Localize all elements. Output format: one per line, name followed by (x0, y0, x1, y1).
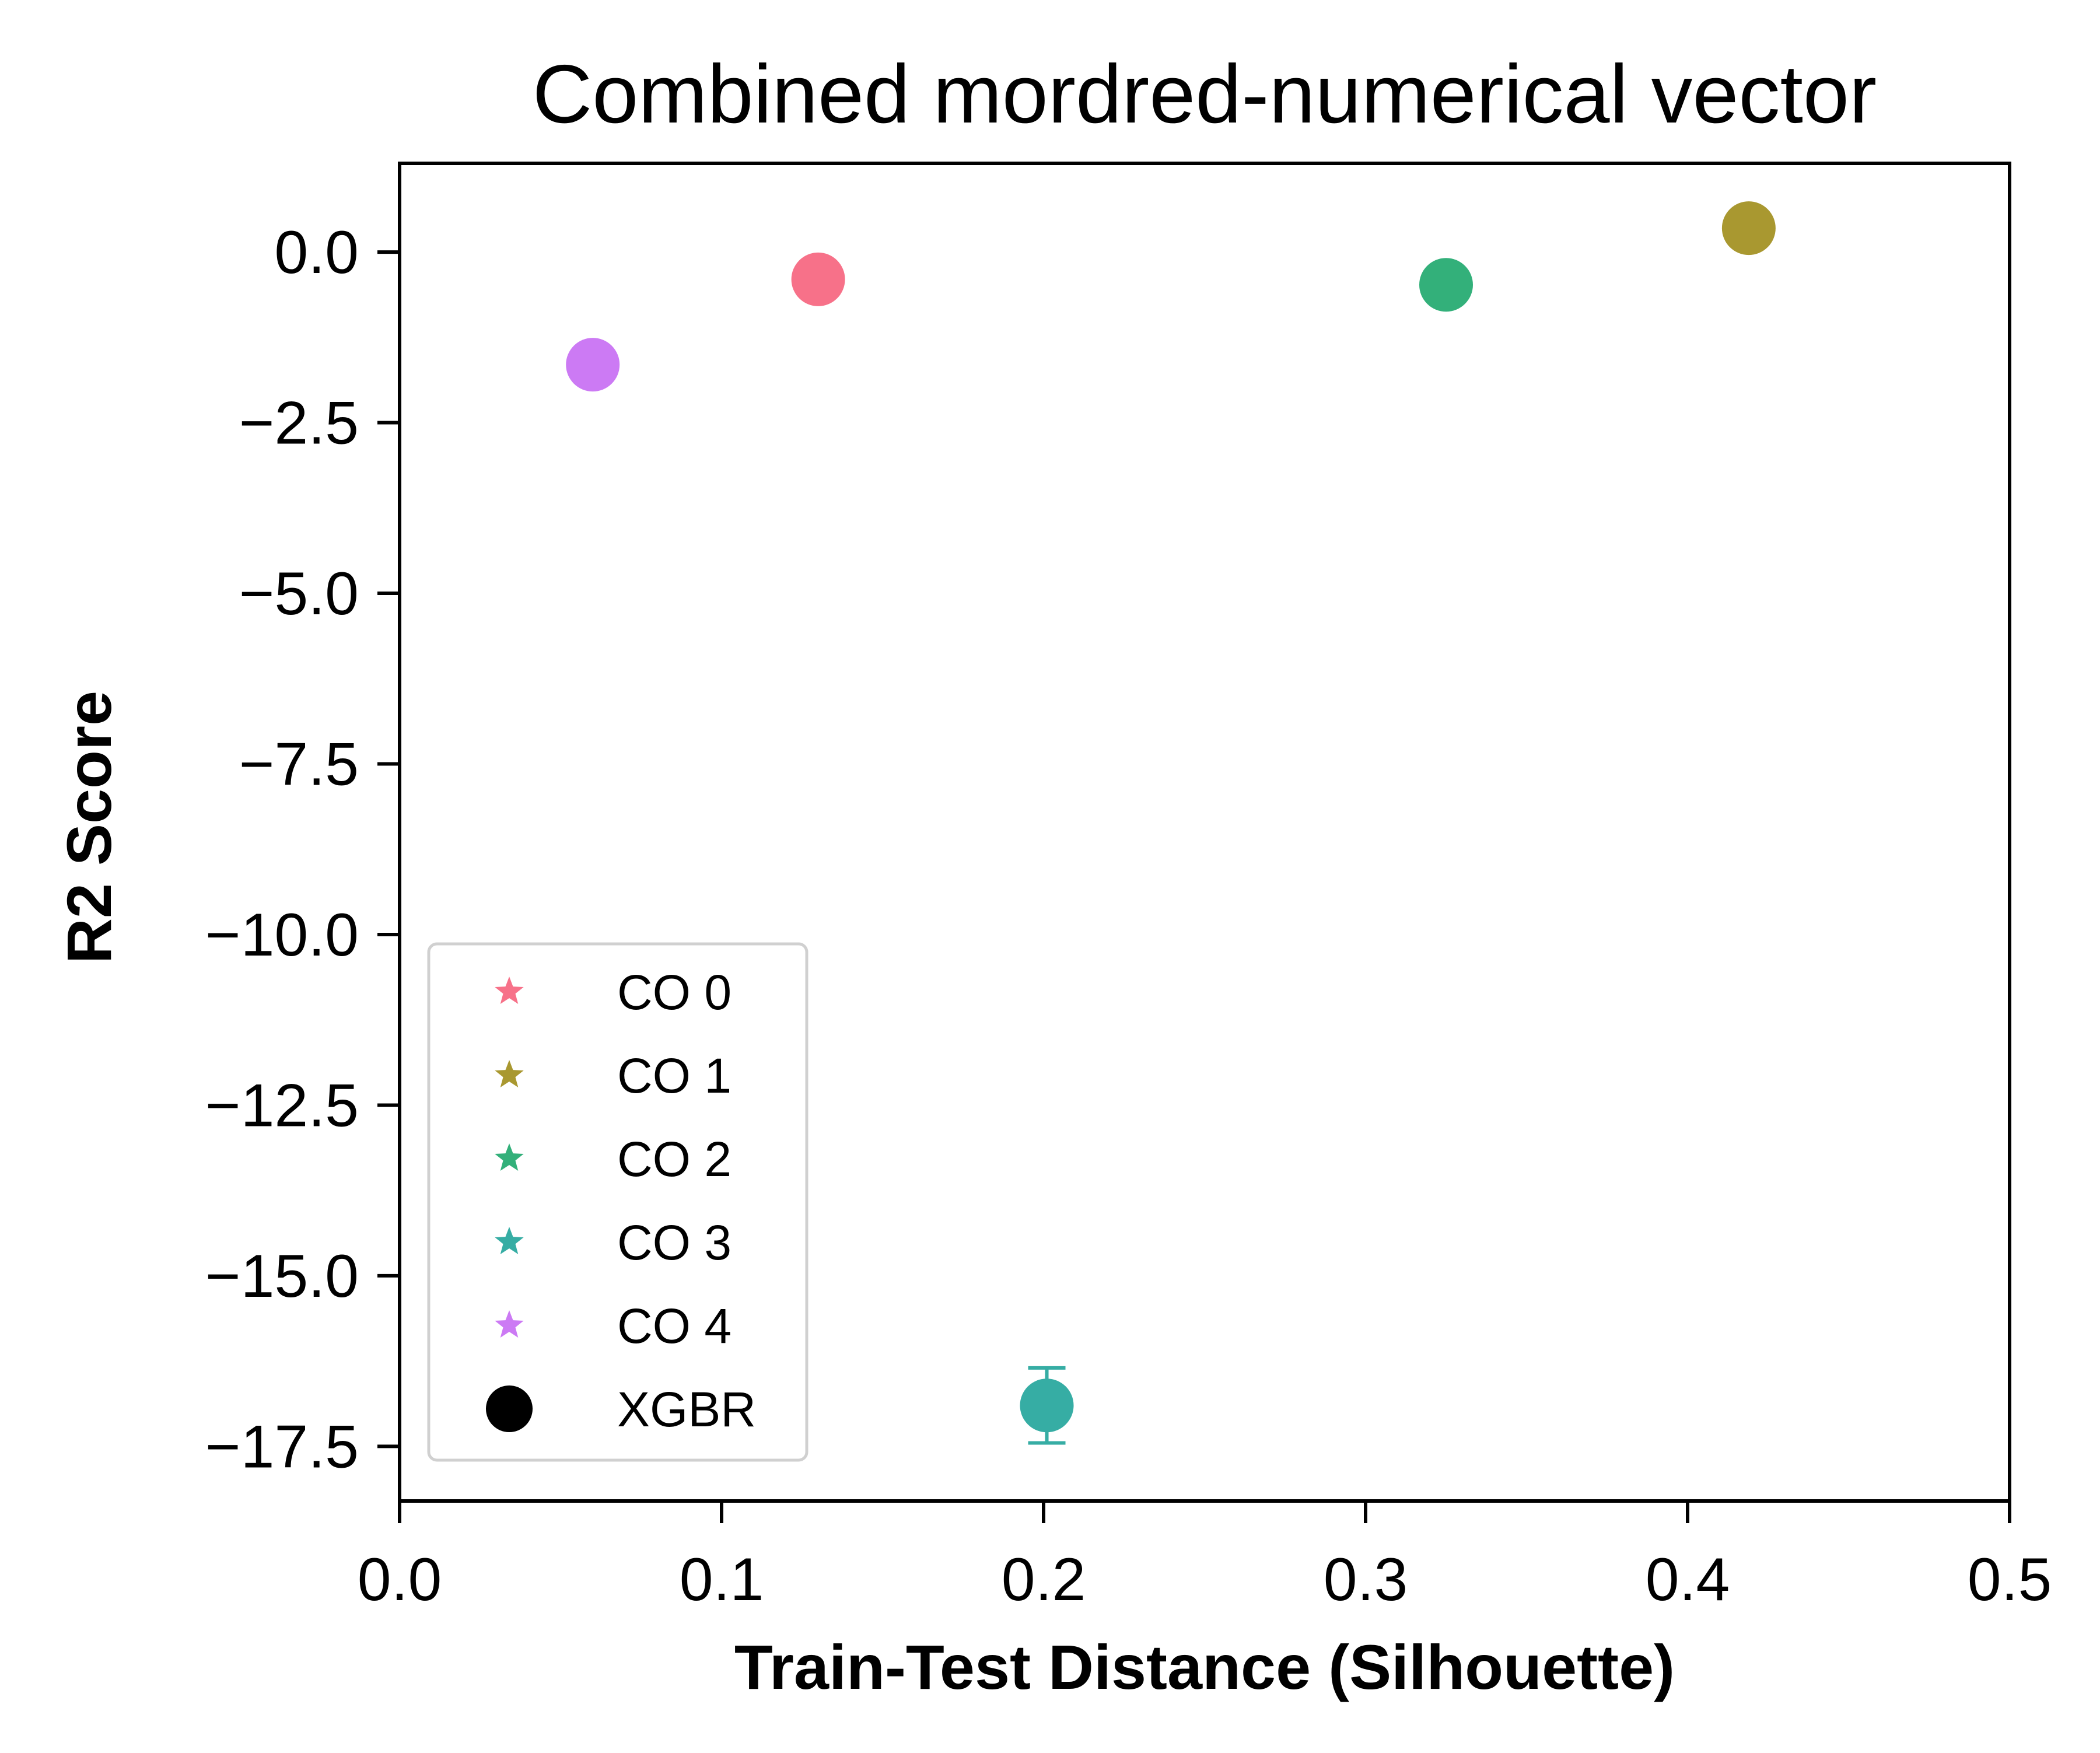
legend-star-icon (495, 1310, 524, 1338)
data-point (1721, 201, 1776, 256)
y-tick-label: −7.5 (239, 731, 359, 799)
x-tick-label: 0.4 (1646, 1546, 1730, 1614)
data-point (566, 338, 620, 392)
y-tick-label: 0.0 (274, 219, 359, 286)
y-tick-label: −17.5 (205, 1413, 359, 1481)
data-point (1020, 1378, 1074, 1433)
x-tick-label: 0.5 (1968, 1546, 2052, 1614)
plot-area: 0.0 0.1 0.2 0.3 0.4 0.5 0.0 −2.5 −5.0 −7.5 −10.0 −1… (205, 162, 2052, 1614)
x-axis-label: Train-Test Distance (Silhouette) (734, 1632, 1675, 1702)
y-axis-label: R2 Score (54, 691, 124, 964)
legend-label: CO 3 (617, 1215, 732, 1270)
legend-circle-icon (486, 1385, 533, 1432)
legend-star-icon (495, 1060, 524, 1087)
legend-star-icon (495, 1227, 524, 1254)
y-tick-label: −2.5 (239, 390, 359, 457)
legend-star-icon (495, 977, 524, 1004)
legend: CO 0 CO 1 CO 2 CO 3 CO 4 XGBR (427, 942, 808, 1462)
legend-label: XGBR (617, 1382, 756, 1437)
data-point (1419, 258, 1473, 312)
y-tick-label: −12.5 (205, 1072, 359, 1139)
y-tick-label: −5.0 (239, 560, 359, 628)
plot-frame (398, 162, 2011, 1503)
legend-label: CO 2 (617, 1132, 732, 1187)
x-tick-label: 0.3 (1324, 1546, 1408, 1614)
data-point (791, 252, 845, 306)
legend-label: CO 4 (617, 1299, 732, 1353)
x-tick-label: 0.2 (1002, 1546, 1086, 1614)
legend-star-icon (495, 1143, 524, 1171)
chart-title: Combined mordred-numerical vector (533, 48, 1877, 141)
x-tick-label: 0.1 (680, 1546, 764, 1614)
y-tick-label: −10.0 (205, 901, 359, 969)
legend-label: CO 1 (617, 1048, 732, 1103)
y-tick-label: −15.0 (205, 1243, 359, 1310)
x-tick-label: 0.0 (358, 1546, 442, 1614)
legend-label: CO 0 (617, 965, 732, 1020)
legend-box (427, 942, 808, 1462)
